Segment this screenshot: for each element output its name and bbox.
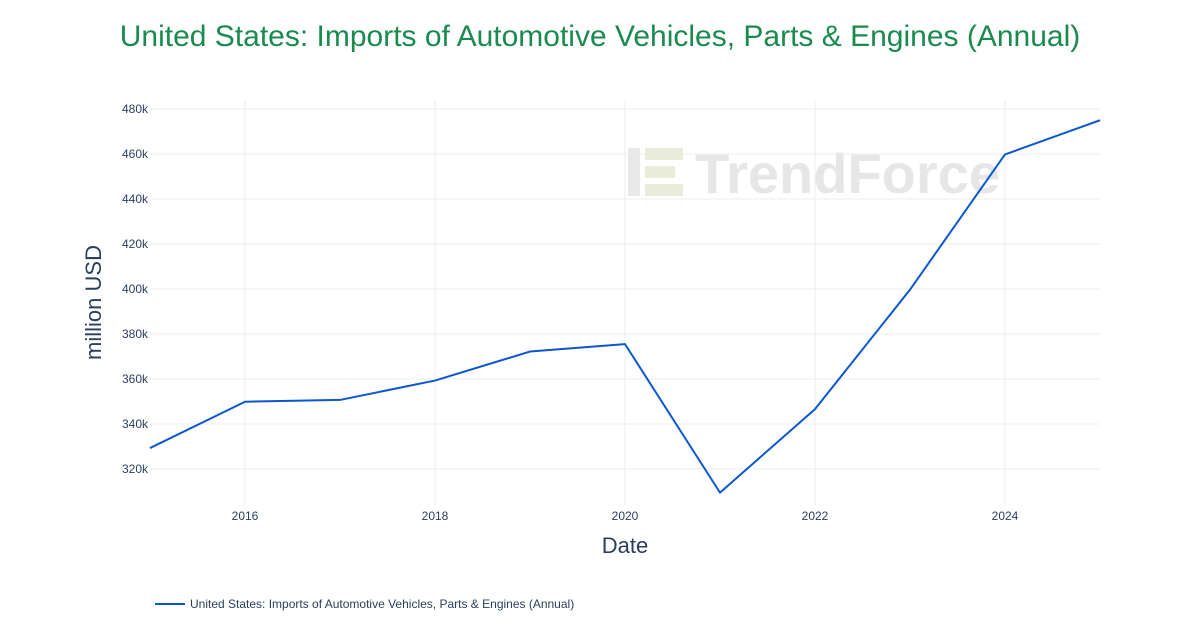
y-tick-label: 380k xyxy=(122,327,149,341)
watermark-logo: TrendForce xyxy=(628,142,1000,205)
chart-title: United States: Imports of Automotive Veh… xyxy=(119,20,1081,53)
y-tick-label: 440k xyxy=(122,192,149,206)
watermark-text: TrendForce xyxy=(695,142,1000,205)
y-tick-label: 340k xyxy=(122,417,149,431)
watermark-logo-bar xyxy=(628,148,640,196)
x-tick-label: 2018 xyxy=(422,509,449,523)
x-tick-label: 2020 xyxy=(612,509,639,523)
x-axis-title: Date xyxy=(602,533,648,558)
y-axis-title: million USD xyxy=(81,245,106,360)
series-line xyxy=(149,119,1101,494)
x-tick-label: 2024 xyxy=(992,509,1019,523)
x-tick-label: 2022 xyxy=(802,509,829,523)
y-tick-label: 360k xyxy=(122,372,149,386)
y-tick-label: 320k xyxy=(122,462,149,476)
legend: United States: Imports of Automotive Veh… xyxy=(155,597,574,611)
legend-label: United States: Imports of Automotive Veh… xyxy=(190,597,574,611)
y-tick-label: 480k xyxy=(122,102,149,116)
grid xyxy=(150,100,1100,505)
y-tick-label: 400k xyxy=(122,282,149,296)
y-tick-label: 420k xyxy=(122,237,149,251)
watermark-logo-bottom xyxy=(645,184,683,196)
y-tick-label: 460k xyxy=(122,147,149,161)
watermark-logo-mid xyxy=(645,166,675,178)
x-tick-label: 2016 xyxy=(232,509,259,523)
